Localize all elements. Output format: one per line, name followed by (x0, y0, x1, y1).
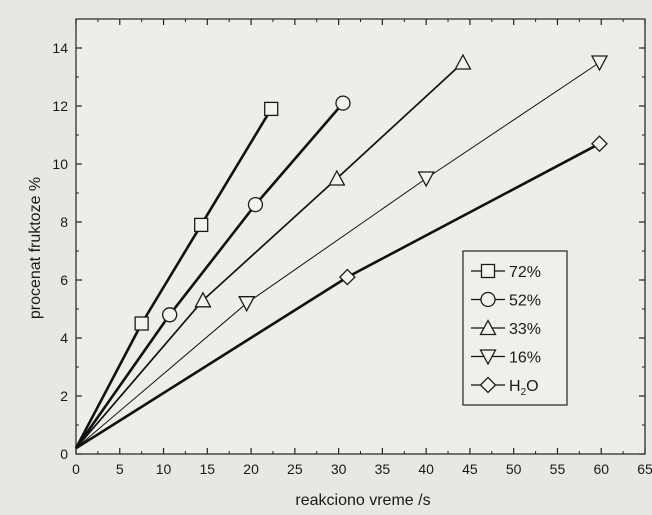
x-tick-label: 45 (462, 461, 478, 477)
series-line (74, 108, 273, 449)
x-axis: 0 5 10 15 20 25 30 35 40 45 50 55 60 65 (72, 19, 652, 477)
x-tick-label: 35 (375, 461, 391, 477)
legend-marker (480, 263, 496, 279)
series-2 (74, 95, 351, 449)
y-axis: 0 2 4 6 8 10 12 14 (52, 40, 645, 462)
legend-label: 52% (509, 293, 541, 310)
series-line (75, 62, 600, 449)
x-tick-label: 50 (506, 461, 522, 477)
y-tick-label: 6 (60, 272, 68, 288)
legend-marker (479, 319, 497, 336)
x-tick-label: 15 (200, 461, 216, 477)
legend-label: 33% (509, 321, 541, 338)
series-4 (75, 55, 609, 449)
y-axis-title: procenat fruktoze % (27, 177, 44, 319)
x-tick-label: 10 (156, 461, 172, 477)
series-3 (75, 53, 472, 449)
x-tick-label: 55 (550, 461, 566, 477)
data-point (328, 169, 346, 186)
legend-label: H2O (509, 378, 539, 398)
legend-marker (479, 349, 497, 366)
legend-label: 16% (509, 350, 541, 367)
x-tick-label: 30 (331, 461, 347, 477)
series-layer (74, 53, 609, 450)
x-tick-label: 25 (287, 461, 303, 477)
series-line (75, 61, 464, 449)
data-point (591, 135, 608, 153)
data-point (194, 217, 209, 233)
y-tick-label: 14 (52, 40, 68, 56)
y-tick-label: 2 (60, 388, 68, 404)
data-point (247, 196, 264, 213)
x-tick-label: 65 (637, 461, 652, 477)
x-tick-label: 0 (72, 461, 80, 477)
legend-label: 72% (509, 264, 541, 281)
data-point (338, 268, 356, 286)
data-point (590, 55, 609, 72)
legend-marker (479, 376, 497, 394)
y-tick-label: 12 (52, 98, 68, 114)
y-tick-label: 0 (60, 446, 68, 462)
y-tick-label: 8 (60, 214, 68, 230)
x-tick-label: 60 (593, 461, 609, 477)
data-point (335, 95, 351, 111)
series-5 (75, 135, 608, 450)
x-tick-label: 20 (243, 461, 259, 477)
data-point (134, 316, 149, 331)
y-tick-label: 4 (60, 330, 68, 346)
data-point (264, 101, 279, 117)
y-tick-label: 10 (52, 156, 68, 172)
legend-marker (480, 291, 496, 308)
legend: 72% 52% 33% 16% H2O (462, 250, 568, 406)
x-tick-label: 40 (418, 461, 434, 477)
data-point (162, 307, 178, 323)
x-tick-label: 5 (116, 461, 124, 477)
series-1 (74, 101, 279, 449)
data-point (417, 171, 435, 188)
data-point (238, 296, 256, 313)
series-line (74, 102, 344, 449)
data-point (194, 291, 212, 308)
x-axis-title: reakciono vreme /s (295, 492, 430, 509)
data-point (454, 53, 472, 70)
